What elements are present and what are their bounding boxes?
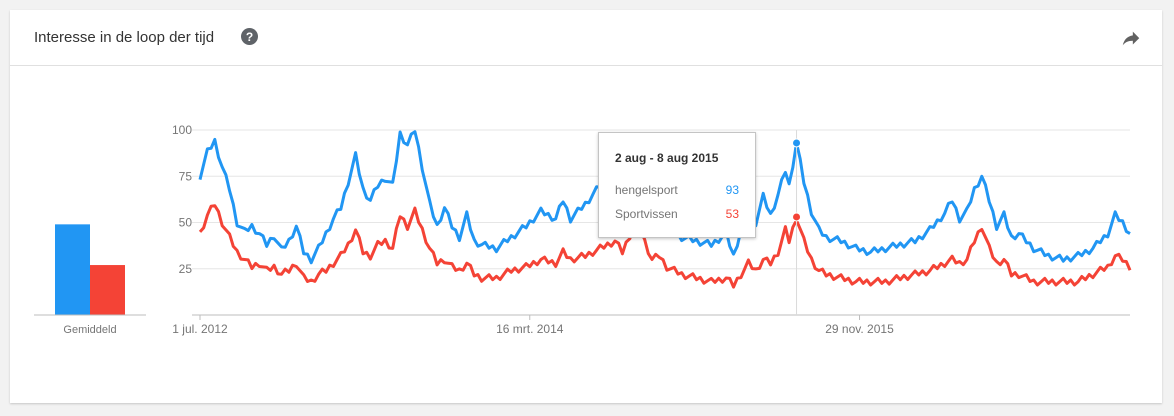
x-tick-label: 16 mrt. 2014	[496, 322, 564, 336]
x-tick-label: 29 nov. 2015	[825, 322, 894, 336]
interest-over-time-card: Interesse in de loop der tijd ? Gemiddel…	[10, 10, 1162, 403]
tooltip-series-value: 53	[725, 207, 739, 221]
hover-tooltip: 2 aug - 8 aug 2015 hengelsport 93 Sportv…	[598, 132, 756, 238]
share-arrow-icon[interactable]	[1120, 28, 1142, 50]
tooltip-series-value: 93	[725, 183, 739, 197]
svg-text:?: ?	[246, 30, 253, 44]
y-tick-label: 50	[179, 216, 193, 230]
tooltip-date: 2 aug - 8 aug 2015	[615, 151, 719, 165]
average-label: Gemiddeld	[63, 324, 116, 336]
highlight-markers	[792, 130, 802, 315]
x-axis: 1 jul. 2012 16 mrt. 2014 29 nov. 2015	[172, 314, 1130, 336]
highlight-point-sportvissen	[792, 212, 802, 222]
y-tick-label: 75	[179, 169, 193, 183]
highlight-point-hengelsport	[792, 138, 802, 148]
average-bars: Gemiddeld	[34, 224, 146, 336]
x-tick-label: 1 jul. 2012	[172, 322, 228, 336]
tooltip-row-sportvissen: Sportvissen 53	[615, 207, 739, 221]
card-title: Interesse in de loop der tijd	[34, 29, 215, 46]
question-circle-icon[interactable]: ?	[241, 28, 258, 45]
average-bar-hengelsport	[55, 224, 90, 315]
series-line-sportvissen	[198, 204, 1132, 289]
y-tick-label: 100	[172, 123, 192, 137]
y-tick-label: 25	[179, 262, 193, 276]
tooltip-series-name: hengelsport	[615, 183, 678, 197]
tooltip-row-hengelsport: hengelsport 93	[615, 183, 739, 197]
tooltip-series-name: Sportvissen	[615, 207, 678, 221]
card-header: Interesse in de loop der tijd ?	[10, 10, 1162, 66]
trend-chart: Gemiddeld 25 50 75 100 1 jul. 2012 16 mrt. 2…	[34, 123, 1132, 336]
average-bar-sportvissen	[90, 265, 125, 315]
